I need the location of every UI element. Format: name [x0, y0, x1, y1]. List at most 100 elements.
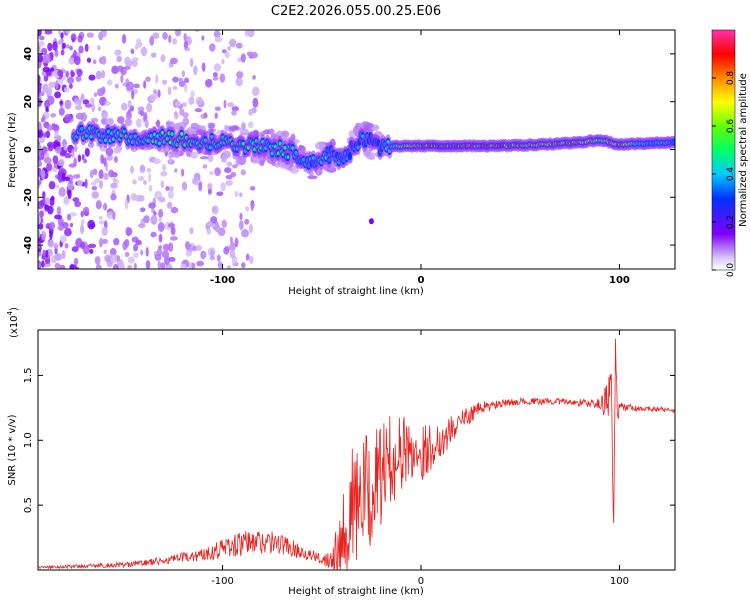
noise-speckle [69, 212, 77, 217]
noise-speckle [75, 174, 81, 179]
noise-speckle [38, 179, 42, 186]
noise-speckle [229, 250, 236, 259]
noise-speckle [195, 244, 203, 251]
noise-speckle [57, 40, 63, 45]
snr-series-line [38, 338, 675, 570]
noise-speckle [100, 98, 106, 106]
noise-speckle [112, 264, 119, 269]
noise-speckle [252, 86, 260, 97]
noise-speckle [136, 118, 142, 128]
noise-speckle [38, 149, 43, 157]
noise-speckle [83, 206, 90, 214]
noise-speckle [47, 42, 53, 52]
noise-speckle [59, 235, 67, 243]
noise-speckle [220, 182, 226, 192]
noise-speckle [65, 70, 69, 78]
noise-speckle [161, 250, 170, 259]
noise-speckle [124, 118, 132, 127]
noise-speckle [86, 57, 92, 63]
noise-speckle [38, 40, 45, 47]
noise-speckle [99, 237, 103, 248]
noise-speckle [153, 211, 157, 216]
noise-speckle [52, 41, 58, 51]
noise-speckle [97, 88, 105, 97]
snr-x-tick-label: 100 [610, 576, 629, 587]
noise-speckle [59, 151, 66, 157]
ridge-core [348, 154, 352, 159]
snr-frame [37, 329, 676, 571]
colorbar: 0.0 0.2 0.4 0.6 0.8 Normalized spectral ampl… [711, 29, 749, 277]
noise-speckle [133, 252, 139, 258]
background-blob [290, 133, 296, 141]
noise-speckle [150, 215, 158, 225]
noise-speckle [110, 254, 117, 264]
noise-speckle [76, 68, 83, 77]
noise-speckle [240, 169, 246, 176]
noise-speckle [48, 81, 57, 88]
noise-speckle [231, 164, 238, 169]
noise-speckle [189, 57, 194, 68]
spectrogram-x-ticks: -100 0 100 [210, 30, 630, 286]
noise-speckle [164, 255, 171, 266]
ridge-core [283, 145, 287, 150]
noise-speckle [48, 181, 56, 190]
ridge-core [180, 132, 184, 136]
noise-speckle [38, 84, 42, 91]
noise-speckle [68, 57, 75, 65]
noise-speckle [225, 51, 230, 59]
noise-speckle [175, 101, 181, 107]
noise-speckle [54, 91, 62, 99]
noise-speckle [170, 206, 179, 214]
noise-speckle [48, 221, 56, 230]
noise-speckle [69, 45, 73, 51]
colorbar-gradient [711, 29, 736, 271]
noise-speckle [60, 32, 64, 39]
noise-speckle [236, 42, 243, 49]
noise-speckle [113, 156, 118, 163]
noise-speckle [160, 54, 166, 63]
noise-speckle [250, 51, 258, 59]
noise-speckle [236, 71, 244, 79]
snr-x-ticks: -100 0 100 [211, 330, 629, 587]
noise-speckle [210, 216, 218, 224]
background-blob [352, 127, 359, 135]
noise-speckle [167, 201, 173, 209]
noise-speckle [100, 117, 109, 125]
noise-speckle [139, 164, 146, 173]
spectrogram-y-tick-label: 0 [23, 146, 34, 153]
noise-speckle [75, 112, 84, 120]
noise-speckle [201, 62, 206, 72]
noise-speckle [135, 239, 142, 246]
noise-speckle [124, 65, 131, 71]
background-blob [190, 151, 199, 159]
noise-speckle [53, 242, 59, 249]
noise-speckle [104, 254, 112, 263]
background-blob [199, 156, 210, 160]
noise-speckle [45, 249, 49, 258]
noise-speckle [80, 219, 85, 226]
noise-speckle [72, 50, 78, 59]
noise-speckle [160, 262, 166, 269]
noise-speckle [121, 102, 128, 111]
noise-speckle [75, 75, 82, 82]
ridge-core [672, 140, 675, 144]
noise-speckle [82, 99, 90, 105]
noise-speckle [170, 57, 178, 64]
noise-speckle [52, 155, 59, 165]
noise-speckle [183, 40, 188, 49]
background-blob [237, 156, 247, 165]
noise-speckle [100, 30, 107, 38]
noise-speckle [250, 201, 254, 212]
noise-speckle [168, 153, 172, 164]
noise-speckle [42, 83, 49, 93]
spectrogram-y-tick-label: -20 [23, 188, 34, 206]
noise-speckle [64, 113, 72, 123]
noise-speckle [55, 80, 59, 90]
noise-speckle [103, 172, 109, 181]
noise-speckle [162, 163, 167, 172]
noise-speckle [58, 107, 65, 116]
noise-speckle [38, 97, 43, 107]
noise-speckle [167, 223, 176, 228]
noise-speckle [201, 35, 205, 41]
